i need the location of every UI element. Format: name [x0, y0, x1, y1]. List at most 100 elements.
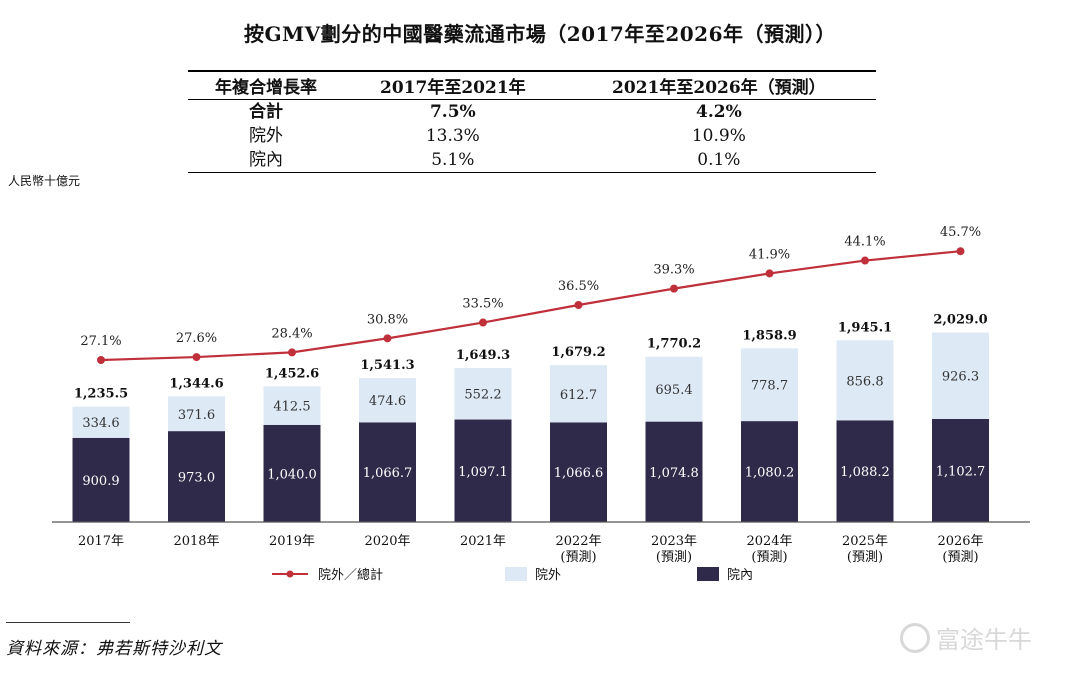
line-point [97, 356, 105, 364]
data-label-outside: 412.5 [273, 400, 310, 415]
legend-line-icon [272, 570, 308, 577]
cagr-header-period1: 2017年至2021年 [343, 70, 562, 100]
legend-outside: 院外 [505, 564, 561, 583]
watermark: 富途牛牛 [900, 620, 1032, 655]
x-tick-label: 2026年 [937, 534, 983, 549]
cagr-table: 年複合增長率 2017年至2021年 2021年至2026年（預測） 合計 7.… [188, 70, 876, 173]
line-point [479, 318, 487, 327]
cagr-header-label: 年複合增長率 [188, 70, 344, 100]
data-label-outside: 474.6 [369, 394, 406, 409]
bar-outside [932, 332, 989, 420]
data-label-total: 1,235.5 [74, 387, 128, 402]
x-tick-label: 2022年 [555, 534, 601, 549]
watermark-text: 富途牛牛 [936, 626, 1032, 654]
line-point [574, 301, 583, 310]
table-row: 合計 7.5% 4.2% [188, 100, 876, 125]
line-data-label: 36.5% [558, 279, 599, 294]
data-label-total: 1,541.3 [360, 358, 414, 373]
x-tick-label: 2023年 [651, 534, 697, 549]
data-label-total: 1,679.2 [551, 345, 605, 360]
x-tick-label: 2021年 [460, 534, 506, 549]
line-data-label: 33.5% [462, 297, 503, 312]
legend-outside-swatch [505, 566, 527, 581]
stacked-bar-line-chart: 900.9 334.6 1,235.5 2017年 973.0 371.6 1,344.6 2… [52, 225, 1030, 565]
bar-inside [454, 419, 512, 522]
line-point [383, 334, 392, 343]
row-value: 4.2% [696, 102, 742, 122]
x-tick-label: 2025年 [842, 534, 888, 549]
data-label-outside: 552.2 [464, 388, 501, 403]
cagr-header-period2: 2021年至2026年（預測） [561, 70, 876, 100]
legend-inside-swatch [697, 566, 719, 581]
table-row: 院外 13.3% 10.9% [188, 124, 876, 148]
line-point [670, 284, 678, 293]
bar-inside [645, 421, 703, 522]
data-label-total: 1,770.2 [647, 337, 701, 352]
bar-outside [645, 356, 703, 422]
bar-outside [836, 340, 894, 421]
bar-outside [550, 365, 607, 423]
bar-inside [359, 422, 416, 522]
legend-line-label: 院外／總計 [318, 568, 384, 583]
data-label-total: 1,945.1 [838, 320, 892, 335]
data-label-outside: 695.4 [655, 383, 692, 398]
line-data-label: 28.4% [271, 326, 312, 341]
bar-inside [741, 421, 798, 522]
line-point [956, 247, 965, 256]
watermark-logo-icon [900, 622, 930, 653]
data-label-inside: 1,102.7 [936, 465, 986, 480]
data-label-outside: 856.8 [846, 374, 883, 389]
legend-inside-label: 院內 [727, 568, 754, 583]
bar-inside [263, 424, 321, 522]
row-value: 13.3% [425, 126, 480, 146]
data-label-inside: 973.0 [178, 471, 215, 486]
data-label-total: 2,029.0 [933, 312, 987, 327]
data-label-inside: 1,074.8 [649, 466, 699, 481]
x-tick-sublabel: (預測) [847, 550, 883, 565]
row-value: 10.9% [691, 126, 746, 146]
x-tick-sublabel: (預測) [751, 550, 787, 565]
chart-title: 按GMV劃分的中國醫藥流通市場（2017年至2026年（預測）） [243, 22, 837, 46]
data-label-inside: 900.9 [82, 474, 119, 489]
line-point [765, 269, 774, 278]
table-row: 院內 5.1% 0.1% [188, 148, 876, 173]
data-label-total: 1,452.6 [265, 366, 319, 381]
line-point [861, 256, 869, 265]
data-label-inside: 1,066.7 [363, 466, 413, 481]
source-divider [6, 622, 130, 623]
data-label-outside: 778.7 [751, 379, 788, 394]
bar-inside [550, 422, 607, 522]
data-label-outside: 612.7 [560, 388, 597, 403]
line-data-label: 44.1% [844, 235, 885, 250]
bar-inside [168, 431, 225, 522]
bar-outside [454, 367, 512, 420]
bar-outside [359, 378, 416, 423]
line-data-label: 45.7% [940, 225, 981, 240]
row-value: 0.1% [561, 148, 876, 173]
line-data-label: 39.3% [653, 263, 694, 278]
x-tick-label: 2017年 [78, 534, 124, 549]
line-data-label: 27.1% [80, 334, 121, 349]
x-tick-label: 2019年 [269, 534, 315, 549]
legend-line: 院外／總計 [270, 564, 383, 583]
data-label-inside: 1,097.1 [458, 465, 508, 480]
line-point [288, 348, 296, 357]
data-label-inside: 1,066.6 [554, 466, 604, 481]
x-tick-sublabel: (預測) [656, 550, 692, 565]
bar-outside [168, 396, 225, 432]
x-tick-label: 2024年 [746, 534, 792, 549]
data-label-outside: 371.6 [178, 408, 215, 423]
x-tick-sublabel: (預測) [560, 550, 596, 565]
data-label-inside: 1,040.0 [267, 467, 317, 482]
legend-outside-label: 院外 [535, 568, 562, 583]
data-label-inside: 1,080.2 [745, 466, 795, 481]
row-label: 合計 [248, 102, 283, 122]
bar-inside [836, 420, 894, 522]
bar-inside [72, 437, 130, 522]
data-label-total: 1,344.6 [169, 376, 223, 391]
bar-outside [72, 406, 130, 438]
line-point [192, 353, 201, 362]
data-label-total: 1,858.9 [742, 328, 796, 343]
row-label: 院外 [248, 126, 283, 146]
series-line-ratio [100, 250, 961, 362]
